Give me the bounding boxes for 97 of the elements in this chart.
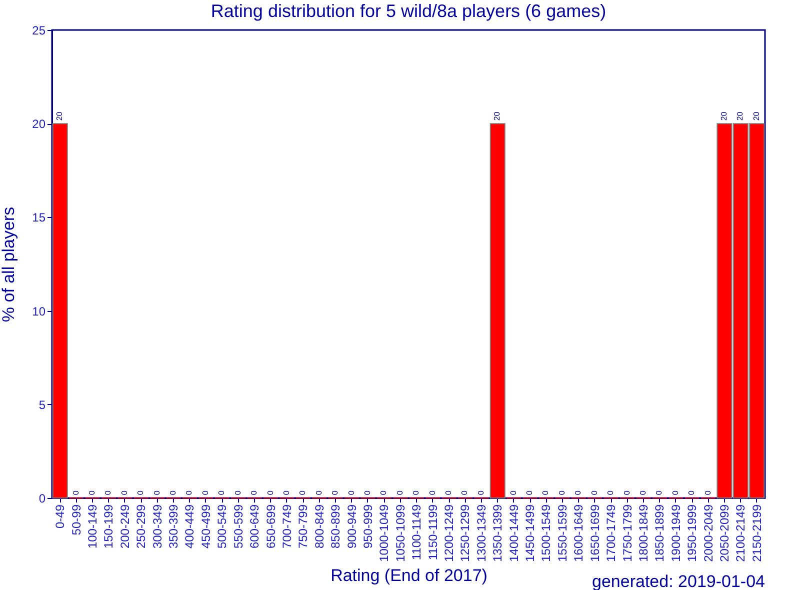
y-axis-title: % of all players xyxy=(0,206,18,322)
data-label: 0 xyxy=(298,490,308,495)
x-tick-label: 550-599 xyxy=(231,504,246,549)
y-tick-label: 10 xyxy=(32,304,46,318)
x-tick-label: 0-49 xyxy=(53,504,68,529)
x-tick-label: 1950-1999 xyxy=(685,504,700,562)
data-label: 0 xyxy=(606,490,616,495)
x-tick-label: 2000-2049 xyxy=(701,504,716,562)
data-label: 0 xyxy=(314,490,324,495)
x-tick-label: 650-699 xyxy=(264,504,278,549)
x-tick-label: 1900-1949 xyxy=(668,504,683,562)
data-label: 0 xyxy=(282,490,291,495)
data-label: 0 xyxy=(460,490,470,495)
data-label: 0 xyxy=(654,490,664,495)
x-tick-label: 1600-1649 xyxy=(572,504,586,562)
y-tick-label: 20 xyxy=(32,117,46,132)
data-label: 0 xyxy=(120,490,129,495)
x-tick-label: 350-399 xyxy=(166,504,181,549)
data-label: 0 xyxy=(412,490,421,495)
x-tick-label: 800-849 xyxy=(312,504,326,549)
x-tick-label: 1450-1499 xyxy=(523,504,538,562)
data-label: 0 xyxy=(168,490,178,495)
x-tick-label: 1550-1599 xyxy=(555,504,570,562)
x-tick-label: 2100-2149 xyxy=(734,504,748,562)
x-tick-label: 200-249 xyxy=(118,504,132,549)
x-tick-label: 450-499 xyxy=(198,504,213,549)
x-tick-label: 1050-1099 xyxy=(393,504,408,562)
data-label: 0 xyxy=(266,490,275,495)
x-tick-label: 1350-1399 xyxy=(490,504,505,562)
x-tick-label: 1500-1549 xyxy=(539,504,554,562)
x-tick-label: 400-449 xyxy=(182,504,197,549)
x-tick-label: 1150-1199 xyxy=(426,504,440,560)
x-tick-label: 1850-1899 xyxy=(652,504,667,562)
data-label: 0 xyxy=(200,490,210,495)
data-label: 0 xyxy=(541,490,550,495)
data-label: 0 xyxy=(136,490,146,495)
data-label: 0 xyxy=(379,490,388,495)
data-label: 0 xyxy=(703,490,712,495)
data-label: 0 xyxy=(395,490,404,495)
data-label: 0 xyxy=(152,490,162,495)
data-label: 0 xyxy=(622,490,632,495)
data-label: 0 xyxy=(104,490,113,495)
data-label: 0 xyxy=(346,490,356,495)
x-tick-label: 1700-1749 xyxy=(604,504,618,562)
data-label: 0 xyxy=(444,490,454,495)
data-label: 20 xyxy=(55,111,64,121)
data-label: 20 xyxy=(736,111,745,121)
data-label: 0 xyxy=(557,490,566,495)
data-label: 0 xyxy=(574,490,583,495)
data-label: 0 xyxy=(476,490,486,495)
x-tick-label: 1250-1299 xyxy=(458,504,472,562)
x-tick-label: 50-99 xyxy=(69,504,84,536)
data-label: 0 xyxy=(250,490,259,495)
x-tick-label: 150-199 xyxy=(102,504,116,549)
x-tick-label: 500-549 xyxy=(215,504,230,549)
x-tick-label: 250-299 xyxy=(134,504,148,549)
x-tick-label: 950-999 xyxy=(360,504,375,549)
x-tick-label: 1000-1049 xyxy=(377,504,392,562)
x-tick-label: 2050-2099 xyxy=(717,504,732,562)
x-tick-label: 1300-1349 xyxy=(474,504,488,562)
x-axis-title: Rating (End of 2017) xyxy=(330,566,488,585)
x-tick-label: 1200-1249 xyxy=(442,504,456,562)
x-tick-label: 600-649 xyxy=(248,504,262,549)
data-label: 0 xyxy=(638,490,648,495)
data-label: 20 xyxy=(492,111,502,121)
data-label: 0 xyxy=(590,490,599,495)
x-tick-label: 900-949 xyxy=(344,504,359,549)
data-label: 0 xyxy=(184,490,194,495)
data-label: 0 xyxy=(428,490,437,495)
y-tick-label: 15 xyxy=(32,210,46,225)
data-label: 0 xyxy=(88,490,97,495)
x-tick-label: 1400-1449 xyxy=(506,504,521,562)
x-tick-label: 300-349 xyxy=(150,504,164,549)
data-label: 20 xyxy=(719,111,728,121)
chart-title: Rating distribution for 5 wild/8a players (6 games) xyxy=(210,1,606,21)
x-tick-label: 2150-2199 xyxy=(750,504,764,562)
data-label: 0 xyxy=(670,490,680,495)
y-tick-label: 0 xyxy=(38,492,46,506)
data-label: 0 xyxy=(71,490,80,495)
x-tick-label: 1750-1799 xyxy=(620,504,634,562)
x-tick-label: 1650-1699 xyxy=(588,504,602,562)
y-tick-label: 5 xyxy=(38,398,46,412)
x-tick-label: 100-149 xyxy=(86,504,100,549)
data-label: 0 xyxy=(330,490,340,495)
data-label: 0 xyxy=(525,490,534,495)
y-tick-label: 25 xyxy=(32,24,46,38)
data-label: 0 xyxy=(362,490,372,495)
x-tick-label: 700-749 xyxy=(280,504,294,549)
data-label: 0 xyxy=(687,490,696,495)
data-label: 0 xyxy=(233,490,242,495)
data-label: 20 xyxy=(752,111,761,121)
data-label: 0 xyxy=(217,490,226,495)
x-tick-label: 750-799 xyxy=(296,504,310,549)
data-label: 0 xyxy=(508,490,518,495)
x-tick-label: 1100-1149 xyxy=(410,504,424,560)
x-tick-label: 850-899 xyxy=(328,504,343,549)
x-tick-label: 1800-1849 xyxy=(636,504,650,562)
